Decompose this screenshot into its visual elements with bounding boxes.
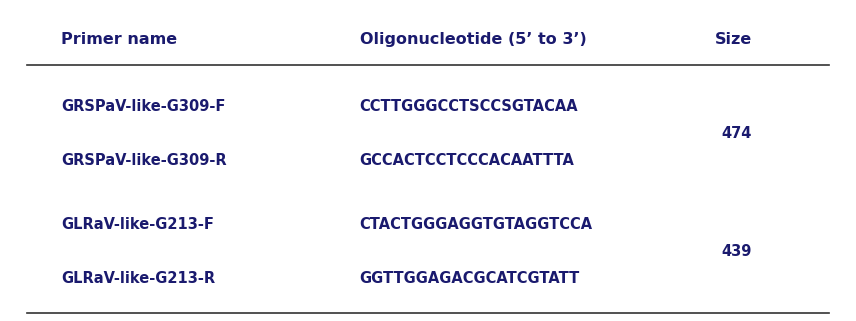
Text: Primer name: Primer name (61, 32, 177, 47)
Text: Size: Size (715, 32, 752, 47)
Text: GCCACTCCTCCCACAATTTA: GCCACTCCTCCCACAATTTA (360, 153, 574, 168)
Text: 474: 474 (722, 126, 752, 141)
Text: GLRaV-like-G213-R: GLRaV-like-G213-R (61, 271, 215, 286)
Text: Oligonucleotide (5’ to 3’): Oligonucleotide (5’ to 3’) (360, 32, 586, 47)
Text: GLRaV-like-G213-F: GLRaV-like-G213-F (61, 217, 214, 232)
Text: CCTTGGGCCTSCCSGTACAA: CCTTGGGCCTSCCSGTACAA (360, 99, 579, 114)
Text: 439: 439 (722, 244, 752, 259)
Text: GRSPaV-like-G309-F: GRSPaV-like-G309-F (61, 99, 225, 114)
Text: CTACTGGGAGGTGTAGGTCCA: CTACTGGGAGGTGTAGGTCCA (360, 217, 593, 232)
Text: GRSPaV-like-G309-R: GRSPaV-like-G309-R (61, 153, 227, 168)
Text: GGTTGGAGACGCATCGTATT: GGTTGGAGACGCATCGTATT (360, 271, 580, 286)
